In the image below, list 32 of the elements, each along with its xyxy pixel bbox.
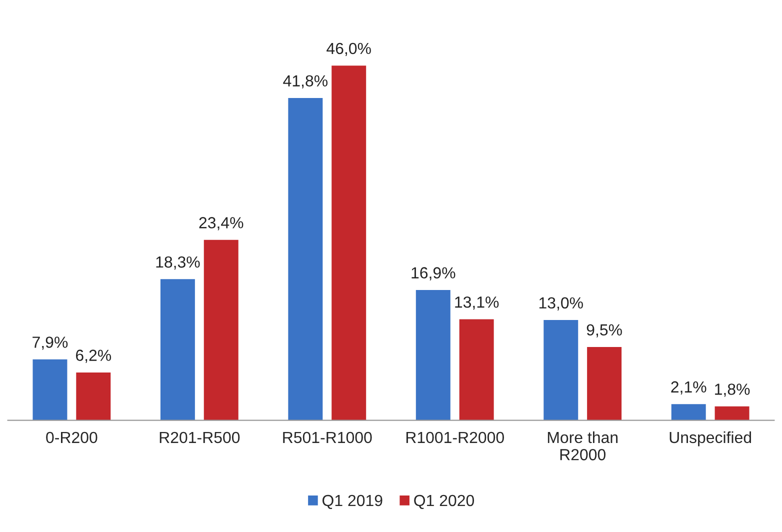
data-label: 16,9% xyxy=(412,267,456,280)
x-tick-label: R201-R500 xyxy=(160,432,240,444)
data-label: 41,8% xyxy=(283,75,328,88)
x-tick-label: R1001-R2000 xyxy=(406,432,504,444)
legend-label: Q1 2020 xyxy=(414,494,474,510)
x-tick-label: 0-R200 xyxy=(46,432,98,444)
x-tick-label: R501-R1000 xyxy=(283,432,372,444)
data-label: 13,1% xyxy=(455,296,499,310)
bar xyxy=(544,320,578,420)
data-label: 18,3% xyxy=(156,256,200,270)
legend-label: Q1 2019 xyxy=(322,494,382,510)
bar xyxy=(671,404,706,420)
bar xyxy=(288,98,323,420)
data-label: 1,8% xyxy=(715,384,750,397)
data-label: 13,0% xyxy=(539,297,583,310)
bar xyxy=(587,347,622,420)
x-tick-label: More than R2000 xyxy=(548,431,618,460)
bar xyxy=(416,290,450,420)
bar xyxy=(76,372,111,420)
bar xyxy=(32,359,68,420)
data-label: 6,2% xyxy=(76,350,112,363)
bar xyxy=(160,279,195,420)
bar xyxy=(714,406,750,420)
data-label: 7,9% xyxy=(32,336,68,350)
data-label: 46,0% xyxy=(326,42,371,56)
data-label: 2,1% xyxy=(671,381,706,394)
x-tick-label: Unspecified xyxy=(670,431,752,446)
bar xyxy=(204,240,238,420)
bar xyxy=(459,319,494,420)
data-label: 9,5% xyxy=(586,324,622,338)
bar xyxy=(332,66,366,420)
data-label: 23,4% xyxy=(199,217,244,230)
